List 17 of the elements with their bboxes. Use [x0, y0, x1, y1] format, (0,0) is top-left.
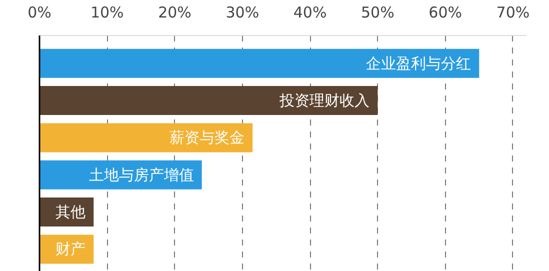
bar: [40, 86, 378, 116]
x-tick-label: 0%: [28, 4, 52, 22]
x-tick-label: 70%: [496, 4, 530, 22]
y-tick-label: 财产: [56, 240, 86, 258]
bar: [40, 123, 253, 152]
y-tick-label: 薪资与奖金: [170, 128, 245, 147]
x-tick-label: 60%: [428, 4, 462, 22]
y-tick-label: 其他: [56, 203, 86, 222]
y-tick-label: 投资理财收入: [278, 92, 370, 110]
x-tick-label: 40%: [293, 4, 327, 22]
x-tick-label: 30%: [226, 4, 260, 22]
x-tick-label: 20%: [158, 4, 192, 22]
y-tick-label: 土地与房产增值: [88, 166, 194, 184]
x-tick-label: 10%: [90, 4, 124, 22]
bar: [40, 48, 480, 78]
y-tick-label: 企业盈利与分红: [366, 54, 472, 72]
x-tick-label: 50%: [361, 4, 394, 22]
